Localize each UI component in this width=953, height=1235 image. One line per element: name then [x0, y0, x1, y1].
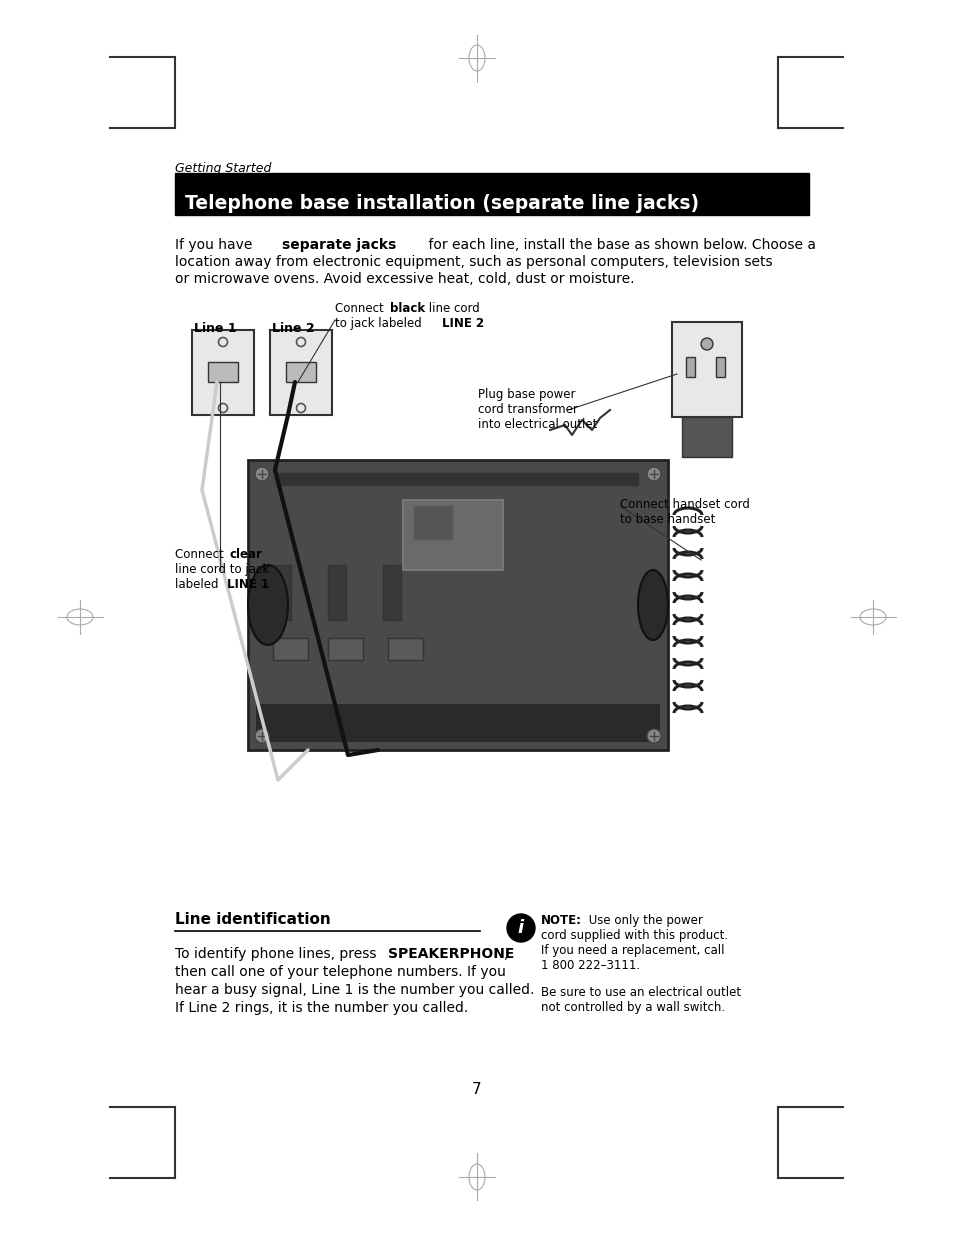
Bar	[273, 638, 308, 659]
Bar	[685, 357, 695, 377]
Ellipse shape	[646, 467, 660, 480]
Bar	[248, 459, 667, 750]
Text: for each line, install the base as shown below. Choose a: for each line, install the base as shown…	[423, 238, 815, 252]
Text: into electrical outlet: into electrical outlet	[477, 417, 597, 431]
Text: then call one of your telephone numbers. If you: then call one of your telephone numbers.…	[174, 965, 505, 979]
Bar	[413, 505, 453, 540]
Bar	[277, 473, 638, 485]
Text: hear a busy signal, Line 1 is the number you called.: hear a busy signal, Line 1 is the number…	[174, 983, 534, 997]
Bar	[255, 704, 659, 742]
Bar	[208, 362, 237, 382]
Text: Plug base power: Plug base power	[477, 388, 575, 401]
Text: LINE 2: LINE 2	[441, 317, 483, 330]
Text: Be sure to use an electrical outlet: Be sure to use an electrical outlet	[540, 986, 740, 999]
Text: Connect: Connect	[335, 303, 387, 315]
Bar	[388, 638, 422, 659]
Text: clear: clear	[230, 548, 263, 561]
Text: If Line 2 rings, it is the number you called.: If Line 2 rings, it is the number you ca…	[174, 1002, 468, 1015]
Bar	[174, 173, 808, 215]
Text: Telephone base installation (separate line jacks): Telephone base installation (separate li…	[185, 194, 699, 212]
Text: SPEAKERPHONE: SPEAKERPHONE	[388, 947, 514, 961]
Ellipse shape	[646, 729, 660, 743]
Bar	[328, 638, 363, 659]
Text: location away from electronic equipment, such as personal computers, television : location away from electronic equipment,…	[174, 254, 772, 269]
Text: NOTE:: NOTE:	[540, 914, 581, 927]
Text: Connect: Connect	[174, 548, 227, 561]
Bar	[671, 322, 741, 417]
Bar	[716, 357, 724, 377]
Text: cord supplied with this product.: cord supplied with this product.	[540, 929, 727, 942]
Text: black: black	[390, 303, 425, 315]
Bar	[382, 564, 400, 620]
Bar	[286, 362, 315, 382]
Text: Line 1: Line 1	[193, 322, 236, 335]
Text: If you need a replacement, call: If you need a replacement, call	[540, 944, 723, 957]
Ellipse shape	[700, 338, 712, 350]
Text: labeled: labeled	[174, 578, 222, 592]
Text: 7: 7	[472, 1082, 481, 1097]
Text: line cord: line cord	[424, 303, 479, 315]
Text: ,: ,	[503, 947, 508, 961]
Text: 1 800 222–3111.: 1 800 222–3111.	[540, 960, 639, 972]
Text: i: i	[517, 919, 523, 937]
Text: or microwave ovens. Avoid excessive heat, cold, dust or moisture.: or microwave ovens. Avoid excessive heat…	[174, 272, 634, 287]
Text: Use only the power: Use only the power	[584, 914, 702, 927]
Bar	[328, 564, 346, 620]
Ellipse shape	[248, 564, 288, 645]
Text: not controlled by a wall switch.: not controlled by a wall switch.	[540, 1002, 724, 1014]
Text: separate jacks: separate jacks	[282, 238, 395, 252]
Ellipse shape	[254, 729, 269, 743]
Text: Line 2: Line 2	[272, 322, 314, 335]
Text: Connect handset cord: Connect handset cord	[619, 498, 749, 511]
Text: line cord to jack: line cord to jack	[174, 563, 269, 576]
Text: LINE 1: LINE 1	[227, 578, 269, 592]
Text: Getting Started: Getting Started	[174, 162, 271, 175]
Ellipse shape	[254, 467, 269, 480]
Text: If you have: If you have	[174, 238, 256, 252]
Text: cord transformer: cord transformer	[477, 403, 578, 416]
Ellipse shape	[638, 571, 667, 640]
Text: to jack labeled: to jack labeled	[335, 317, 425, 330]
Bar	[402, 500, 502, 571]
Text: Line identification: Line identification	[174, 911, 331, 927]
Text: To identify phone lines, press: To identify phone lines, press	[174, 947, 380, 961]
Bar	[681, 417, 731, 457]
Bar	[273, 564, 291, 620]
Bar	[192, 330, 253, 415]
Bar	[270, 330, 332, 415]
Ellipse shape	[506, 914, 535, 942]
Text: to base handset: to base handset	[619, 513, 715, 526]
